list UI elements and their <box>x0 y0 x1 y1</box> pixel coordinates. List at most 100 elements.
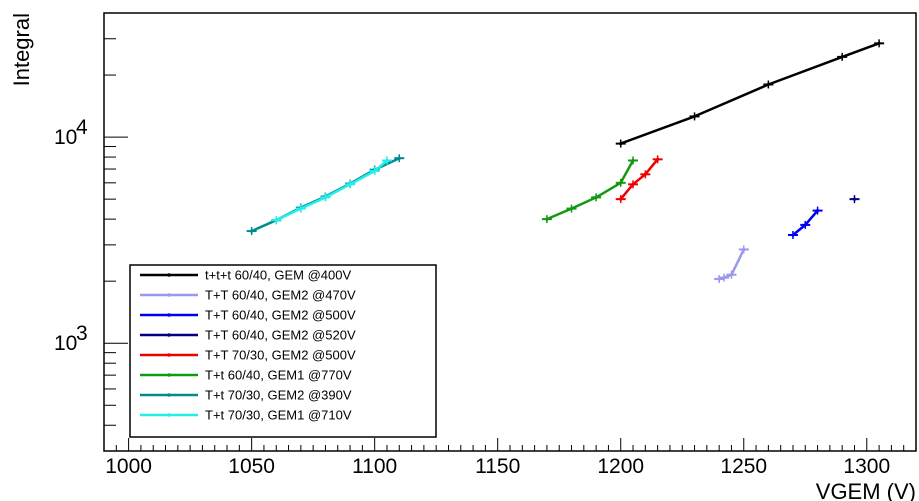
marker <box>815 208 820 213</box>
marker <box>594 195 598 199</box>
y-tick-base: 10 <box>54 332 77 355</box>
marker <box>619 197 623 201</box>
data-point <box>541 215 552 224</box>
legend-label: t+t+t 60/40, GEM @400V <box>205 268 351 283</box>
y-tick-label: 104 <box>54 116 88 149</box>
marker <box>742 247 746 252</box>
data-point <box>689 112 700 121</box>
data-point <box>271 216 282 225</box>
data-point <box>849 195 860 204</box>
legend-label: T+t 70/30, GEM2 @390V <box>205 388 352 403</box>
marker <box>791 233 795 237</box>
series-3 <box>787 206 823 239</box>
legend-label: T+t 60/40, GEM1 @770V <box>205 368 352 383</box>
data-point <box>591 193 602 202</box>
marker <box>852 197 857 201</box>
legend-marker <box>167 273 171 277</box>
marker <box>619 181 623 185</box>
data-point <box>640 170 651 179</box>
legend-entry: T+T 60/40, GEM2 @520V <box>140 328 356 343</box>
legend-entry: t+t+t 60/40, GEM @400V <box>140 268 351 283</box>
marker <box>569 206 574 211</box>
marker <box>729 273 734 277</box>
y-tick-exponent: 3 <box>76 322 88 345</box>
data-point <box>615 195 626 204</box>
marker <box>631 158 635 163</box>
legend-entry: T+t 60/40, GEM1 @770V <box>140 368 352 383</box>
x-tick-label: 1050 <box>228 455 275 478</box>
legend-label: T+T 60/40, GEM2 @470V <box>205 288 356 303</box>
legend-entry: T+T 60/40, GEM2 @500V <box>140 308 356 323</box>
data-point <box>320 193 331 202</box>
legend-entry: T+t 70/30, GEM2 @390V <box>140 388 352 403</box>
legend-marker <box>167 353 171 357</box>
series-2 <box>714 245 749 283</box>
legend-label: T+T 60/40, GEM2 @520V <box>205 328 356 343</box>
series-line <box>619 158 659 200</box>
x-axis-title: VGEM (V) <box>816 479 916 501</box>
series-line <box>275 159 388 222</box>
data-point <box>381 156 392 165</box>
x-axis: 1000 1050 1100 1150 1200 1250 1300 <box>105 438 905 478</box>
data-point <box>566 204 577 213</box>
marker <box>656 157 660 161</box>
data-point <box>394 154 405 163</box>
x-tick-label: 1300 <box>843 455 890 478</box>
data-point <box>837 52 848 61</box>
series-6 <box>541 156 639 224</box>
series-5 <box>615 155 663 204</box>
legend-marker <box>167 293 171 297</box>
x-tick-label: 1250 <box>720 455 767 478</box>
marker <box>692 114 697 119</box>
marker <box>545 217 549 221</box>
data-point <box>719 273 730 282</box>
marker <box>385 158 389 163</box>
marker <box>877 41 881 45</box>
data-point <box>787 230 798 239</box>
y-tick-base: 10 <box>54 126 77 149</box>
legend-label: T+T 60/40, GEM2 @500V <box>205 308 356 323</box>
data-point <box>800 220 811 229</box>
marker <box>373 169 377 173</box>
series-4 <box>849 195 860 204</box>
data-point <box>738 245 749 254</box>
data-point <box>628 156 639 165</box>
marker <box>299 206 303 211</box>
data-point <box>369 166 380 175</box>
legend: t+t+t 60/40, GEM @400V T+T 60/40, GEM2 @4… <box>129 264 437 438</box>
marker <box>840 55 844 59</box>
legend-marker <box>167 393 171 397</box>
marker <box>631 182 635 186</box>
marker <box>348 182 352 186</box>
y-tick-exponent: 4 <box>76 116 88 139</box>
data-point <box>652 155 663 164</box>
y-axis-title: Integral <box>9 13 34 86</box>
y-tick-label: 103 <box>54 322 88 355</box>
legend-entry: T+T 60/40, GEM2 @470V <box>140 288 356 303</box>
data-point <box>628 180 639 189</box>
data-point <box>246 227 257 236</box>
legend-label: T+t 70/30, GEM1 @710V <box>205 408 352 423</box>
marker <box>397 156 401 160</box>
data-point <box>615 178 626 187</box>
marker <box>766 82 770 87</box>
x-tick-label: 1150 <box>475 455 520 478</box>
marker <box>643 172 647 176</box>
legend-marker <box>167 373 171 377</box>
legend-marker <box>167 313 171 317</box>
series-layer <box>246 39 885 283</box>
data-point <box>874 39 885 48</box>
legend-marker <box>167 333 171 337</box>
series-8 <box>271 156 392 225</box>
marker <box>619 141 623 146</box>
legend-label: T+T 70/30, GEM2 @500V <box>205 348 356 363</box>
data-point <box>615 139 626 148</box>
data-point <box>812 206 823 215</box>
x-tick-label: 1200 <box>597 455 644 478</box>
series-1 <box>615 39 885 148</box>
marker <box>274 218 278 222</box>
marker <box>323 195 328 199</box>
legend-box <box>129 264 437 438</box>
legend-entry: T+t 70/30, GEM1 @710V <box>140 408 352 423</box>
